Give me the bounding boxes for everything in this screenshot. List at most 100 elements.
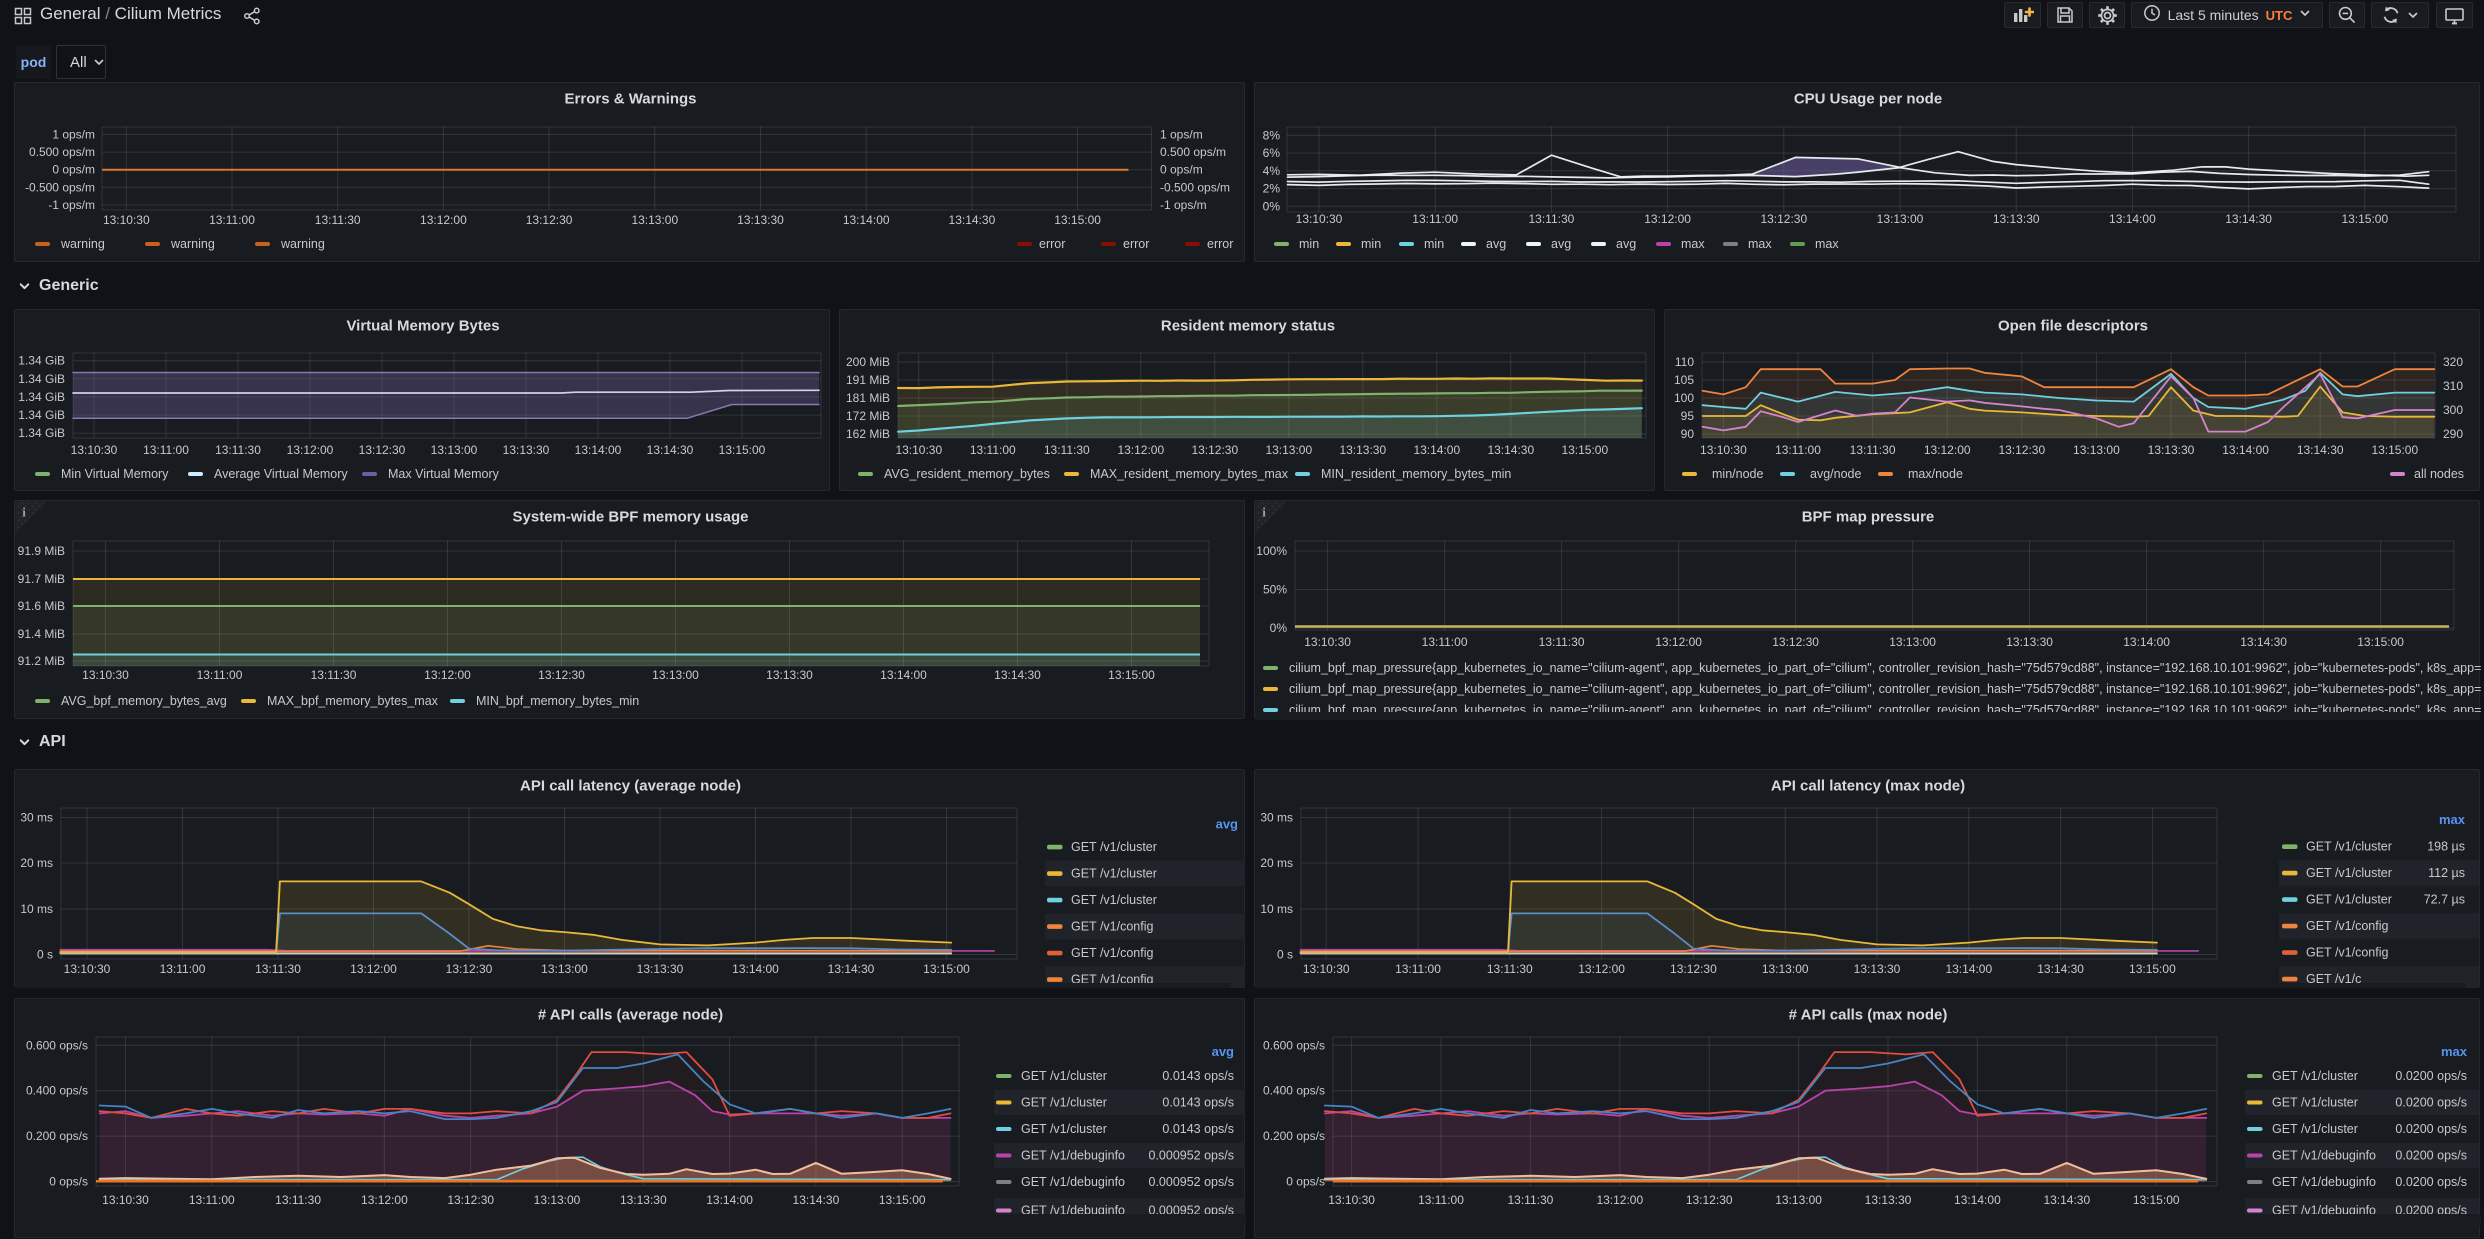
svg-text:API call latency (max node): API call latency (max node) (1771, 778, 1965, 795)
svg-text:13:10:30: 13:10:30 (1296, 212, 1343, 226)
svg-text:13:12:00: 13:12:00 (1578, 962, 1625, 976)
svg-text:avg: avg (1616, 237, 1636, 251)
svg-text:13:15:00: 13:15:00 (1108, 668, 1155, 682)
svg-text:13:12:00: 13:12:00 (420, 213, 467, 227)
svg-text:13:13:00: 13:13:00 (2073, 443, 2120, 457)
svg-text:GET /v1/cluster: GET /v1/cluster (2272, 1122, 2358, 1136)
svg-text:13:12:30: 13:12:30 (1772, 635, 1819, 649)
svg-text:10 ms: 10 ms (1260, 902, 1293, 916)
svg-text:max/node: max/node (1908, 467, 1963, 481)
svg-text:13:11:00: 13:11:00 (1422, 635, 1468, 649)
svg-text:System-wide BPF memory usage: System-wide BPF memory usage (513, 509, 749, 526)
svg-text:0.200 ops/s: 0.200 ops/s (26, 1129, 88, 1143)
svg-text:13:15:00: 13:15:00 (923, 962, 970, 976)
svg-text:13:12:30: 13:12:30 (1760, 212, 1807, 226)
svg-text:13:11:00: 13:11:00 (1412, 212, 1458, 226)
svg-text:13:12:00: 13:12:00 (424, 668, 471, 682)
svg-text:13:11:00: 13:11:00 (143, 443, 189, 457)
svg-text:i: i (22, 505, 26, 520)
svg-text:min: min (1424, 237, 1444, 251)
svg-text:0.200 ops/s: 0.200 ops/s (1263, 1129, 1325, 1143)
svg-text:200 MiB: 200 MiB (846, 355, 890, 369)
svg-text:13:14:00: 13:14:00 (1954, 1193, 2001, 1207)
svg-text:13:14:00: 13:14:00 (575, 443, 622, 457)
svg-text:GET /v1/debuginfo: GET /v1/debuginfo (1021, 1149, 1125, 1163)
svg-text:13:10:30: 13:10:30 (1700, 443, 1747, 457)
svg-text:GET /v1/cluster: GET /v1/cluster (1021, 1122, 1107, 1136)
svg-text:0.0200 ops/s: 0.0200 ops/s (2395, 1149, 2467, 1163)
svg-text:GET /v1/config: GET /v1/config (1071, 920, 1153, 934)
svg-text:all nodes: all nodes (2414, 467, 2464, 481)
svg-text:0 ops/s: 0 ops/s (49, 1175, 88, 1189)
svg-text:91.4 MiB: 91.4 MiB (18, 627, 65, 641)
svg-text:13:13:00: 13:13:00 (541, 962, 588, 976)
svg-text:13:12:30: 13:12:30 (1670, 962, 1717, 976)
svg-text:13:13:00: 13:13:00 (1877, 212, 1924, 226)
svg-text:13:11:30: 13:11:30 (315, 213, 361, 227)
svg-text:13:12:00: 13:12:00 (1596, 1193, 1643, 1207)
svg-text:avg: avg (1212, 1044, 1234, 1059)
svg-text:13:14:00: 13:14:00 (880, 668, 927, 682)
svg-text:13:12:30: 13:12:30 (1191, 443, 1238, 457)
svg-text:MIN_resident_memory_bytes_min: MIN_resident_memory_bytes_min (1321, 467, 1511, 481)
svg-text:13:10:30: 13:10:30 (1304, 635, 1351, 649)
svg-text:181 MiB: 181 MiB (846, 391, 890, 405)
svg-text:-0.500 ops/m: -0.500 ops/m (25, 180, 95, 194)
svg-text:13:13:30: 13:13:30 (1339, 443, 1386, 457)
svg-text:0%: 0% (1263, 199, 1281, 213)
svg-text:20 ms: 20 ms (1260, 856, 1293, 870)
svg-text:100%: 100% (1256, 544, 1287, 558)
svg-text:GET /v1/debuginfo: GET /v1/debuginfo (2272, 1175, 2376, 1189)
svg-text:13:13:30: 13:13:30 (1854, 962, 1901, 976)
svg-text:30 ms: 30 ms (20, 811, 53, 825)
svg-text:max: max (1815, 237, 1839, 251)
svg-text:13:11:30: 13:11:30 (1539, 635, 1585, 649)
svg-text:CPU Usage per node: CPU Usage per node (1794, 91, 1942, 108)
svg-text:13:15:00: 13:15:00 (2371, 443, 2418, 457)
svg-text:8%: 8% (1263, 128, 1281, 142)
svg-text:cilium_bpf_map_pressure{app_ku: cilium_bpf_map_pressure{app_kubernetes_i… (1289, 682, 2481, 696)
svg-text:13:12:00: 13:12:00 (361, 1193, 408, 1207)
svg-text:GET /v1/cluster: GET /v1/cluster (1071, 840, 1157, 854)
svg-text:-1 ops/m: -1 ops/m (48, 198, 95, 212)
svg-text:API call latency (average node: API call latency (average node) (520, 778, 741, 795)
svg-text:13:15:00: 13:15:00 (2129, 962, 2176, 976)
svg-text:13:11:00: 13:11:00 (970, 443, 1016, 457)
svg-text:13:14:00: 13:14:00 (1945, 962, 1992, 976)
svg-text:13:11:30: 13:11:30 (255, 962, 301, 976)
svg-text:13:14:30: 13:14:30 (2043, 1193, 2090, 1207)
svg-text:13:15:00: 13:15:00 (719, 443, 766, 457)
svg-text:max: max (2441, 1044, 2468, 1059)
svg-text:13:12:00: 13:12:00 (1644, 212, 1691, 226)
svg-text:290: 290 (2443, 427, 2463, 441)
svg-text:13:14:00: 13:14:00 (1413, 443, 1460, 457)
svg-text:13:14:30: 13:14:30 (994, 668, 1041, 682)
svg-text:13:14:00: 13:14:00 (843, 213, 890, 227)
svg-text:13:13:30: 13:13:30 (2006, 635, 2053, 649)
svg-text:13:13:30: 13:13:30 (737, 213, 784, 227)
svg-text:310: 310 (2443, 379, 2463, 393)
svg-text:13:12:30: 13:12:30 (526, 213, 573, 227)
svg-text:GET /v1/debuginfo: GET /v1/debuginfo (1021, 1175, 1125, 1189)
svg-text:1.34 GiB: 1.34 GiB (18, 390, 65, 404)
svg-text:error: error (1123, 237, 1149, 251)
svg-text:13:13:30: 13:13:30 (2148, 443, 2195, 457)
svg-text:0 ops/s: 0 ops/s (1286, 1175, 1325, 1189)
svg-text:13:12:30: 13:12:30 (359, 443, 406, 457)
svg-text:max: max (1681, 237, 1705, 251)
svg-text:10 ms: 10 ms (20, 902, 53, 916)
svg-text:13:14:30: 13:14:30 (2297, 443, 2344, 457)
svg-text:warning: warning (280, 237, 325, 251)
svg-text:13:15:00: 13:15:00 (879, 1193, 926, 1207)
svg-text:13:11:00: 13:11:00 (1775, 443, 1821, 457)
svg-text:GET /v1/debuginfo: GET /v1/debuginfo (2272, 1149, 2376, 1163)
svg-text:13:12:30: 13:12:30 (1686, 1193, 1733, 1207)
svg-text:0%: 0% (1270, 621, 1288, 635)
svg-text:0.0143 ops/s: 0.0143 ops/s (1162, 1096, 1234, 1110)
svg-text:100: 100 (1674, 391, 1694, 405)
svg-text:2%: 2% (1263, 182, 1281, 196)
svg-text:Open file descriptors: Open file descriptors (1998, 318, 2148, 335)
svg-text:13:10:30: 13:10:30 (64, 962, 111, 976)
svg-text:min/node: min/node (1712, 467, 1763, 481)
svg-text:13:10:30: 13:10:30 (82, 668, 129, 682)
